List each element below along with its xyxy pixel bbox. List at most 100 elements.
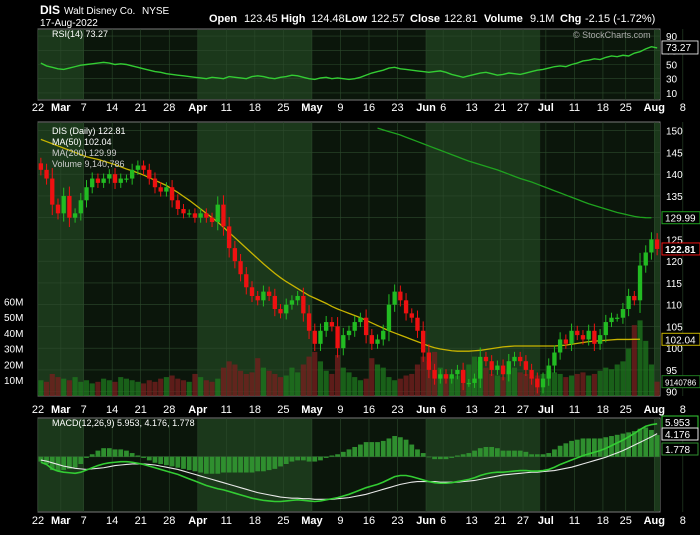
volume-bar: [89, 383, 95, 396]
x-axis-label: 14: [106, 404, 118, 416]
volume-bar: [608, 369, 615, 396]
volume-bar: [489, 373, 495, 396]
candle-body: [386, 304, 392, 331]
x-axis-label: 28: [163, 404, 175, 416]
volume-bar: [340, 367, 346, 396]
volume-bar: [243, 373, 249, 396]
macd-histogram-bar: [323, 456, 329, 458]
volume-bar: [158, 378, 164, 396]
volume-bar: [614, 364, 620, 396]
x-axis-label: 25: [277, 404, 289, 416]
macd-histogram-bar: [95, 450, 101, 457]
macd-histogram-bar: [221, 456, 226, 473]
macd-histogram-bar: [494, 448, 500, 457]
candle-body: [529, 369, 534, 379]
chart-date: 17-Aug-2022: [40, 18, 98, 29]
volume-bar: [272, 373, 278, 396]
macd-histogram-bar: [101, 448, 107, 457]
candle-body: [540, 378, 546, 388]
macd-histogram-bar: [449, 456, 455, 458]
x-axis-label: 21: [135, 515, 147, 527]
macd-histogram-bar: [375, 442, 380, 457]
volume-bar: [591, 373, 597, 396]
candle-body: [575, 330, 580, 336]
rsi-value-tag-box: [661, 40, 699, 55]
candle-body: [341, 335, 346, 349]
macd-histogram-bar: [557, 445, 563, 457]
candle-body: [466, 382, 472, 385]
chg-label: Chg: [560, 13, 581, 25]
candle-body: [478, 356, 483, 379]
x-axis-label: 13: [466, 404, 478, 416]
macd-histogram-bar: [215, 456, 221, 474]
macd-histogram-bar: [392, 436, 398, 457]
candle-body: [215, 204, 220, 223]
candle-body: [654, 239, 660, 249]
candle-body: [95, 178, 101, 183]
candle-body: [415, 317, 420, 331]
price-ytick-label: 110: [666, 301, 682, 312]
volume-bar: [631, 325, 637, 396]
price-panel: 150145140135130125120115110105100959060M…: [4, 121, 700, 399]
x-axis-label: May: [301, 102, 323, 114]
macd-histogram-bar: [118, 449, 124, 457]
candle-body: [112, 174, 118, 183]
rsi-value-tag: 73.27: [666, 43, 691, 54]
volume-bar: [403, 375, 409, 396]
macd-histogram-bar: [84, 456, 89, 458]
price-value-tag-box: [661, 332, 700, 346]
candle-body: [363, 317, 369, 336]
macd-histogram-bar: [198, 456, 204, 473]
macd-histogram-bar: [106, 448, 112, 457]
volume-bar: [443, 373, 449, 396]
macd-histogram-bar: [426, 456, 432, 458]
macd-value-tag-box: [661, 442, 699, 456]
macd-histogram-bar: [249, 456, 255, 473]
candle-body: [489, 361, 494, 370]
volume-bar: [369, 358, 375, 396]
x-axis-label: Jul: [538, 102, 554, 114]
price-legend-volume: Volume 9,140,786: [52, 159, 125, 169]
macd-histogram-bar: [209, 456, 215, 474]
volume-bar: [266, 370, 272, 396]
volume-bar: [232, 364, 238, 396]
volume-bar: [620, 361, 626, 396]
candle-body: [278, 309, 283, 314]
volume-bar: [449, 377, 455, 396]
x-axis-label: 23: [391, 102, 403, 114]
candle-body: [518, 356, 523, 362]
macd-histogram-bar: [437, 456, 443, 460]
candle-body: [187, 213, 192, 215]
rsi-ytick-label: 90: [666, 32, 678, 43]
x-axis-label: Jul: [538, 515, 554, 527]
price-panel-background: [37, 121, 661, 397]
volume-bar: [180, 380, 187, 396]
macd-value-tag: 4.176: [665, 430, 690, 441]
price-month-band: [654, 123, 660, 395]
watermark: © StockCharts.com: [573, 30, 651, 40]
x-axis-label: 16: [363, 515, 375, 527]
price-ytick-label: 140: [666, 170, 683, 181]
price-value-tag: 122.81: [665, 245, 696, 256]
macd-histogram-bar: [289, 456, 295, 462]
volume-bar: [186, 381, 192, 396]
volume-bar: [323, 370, 329, 396]
macd-month-band: [654, 419, 660, 511]
candle-body: [586, 330, 591, 340]
candle-body: [261, 291, 266, 301]
exchange-name: NYSE: [142, 6, 170, 17]
macd-histogram-bar: [283, 456, 289, 465]
x-axis-label: 18: [597, 515, 609, 527]
volume-bar: [112, 381, 118, 396]
volume-bar: [43, 381, 50, 396]
volume-bar: [289, 367, 295, 396]
macd-histogram-bar: [352, 446, 358, 457]
price-ytick-label: 105: [666, 322, 683, 333]
price-legend-ma200: MA(200) 129.99: [52, 148, 117, 158]
volume-bar: [306, 356, 312, 396]
candle-body: [284, 304, 289, 314]
candle-body: [506, 361, 511, 375]
volume-bar: [597, 370, 603, 396]
candle-body: [626, 295, 631, 310]
